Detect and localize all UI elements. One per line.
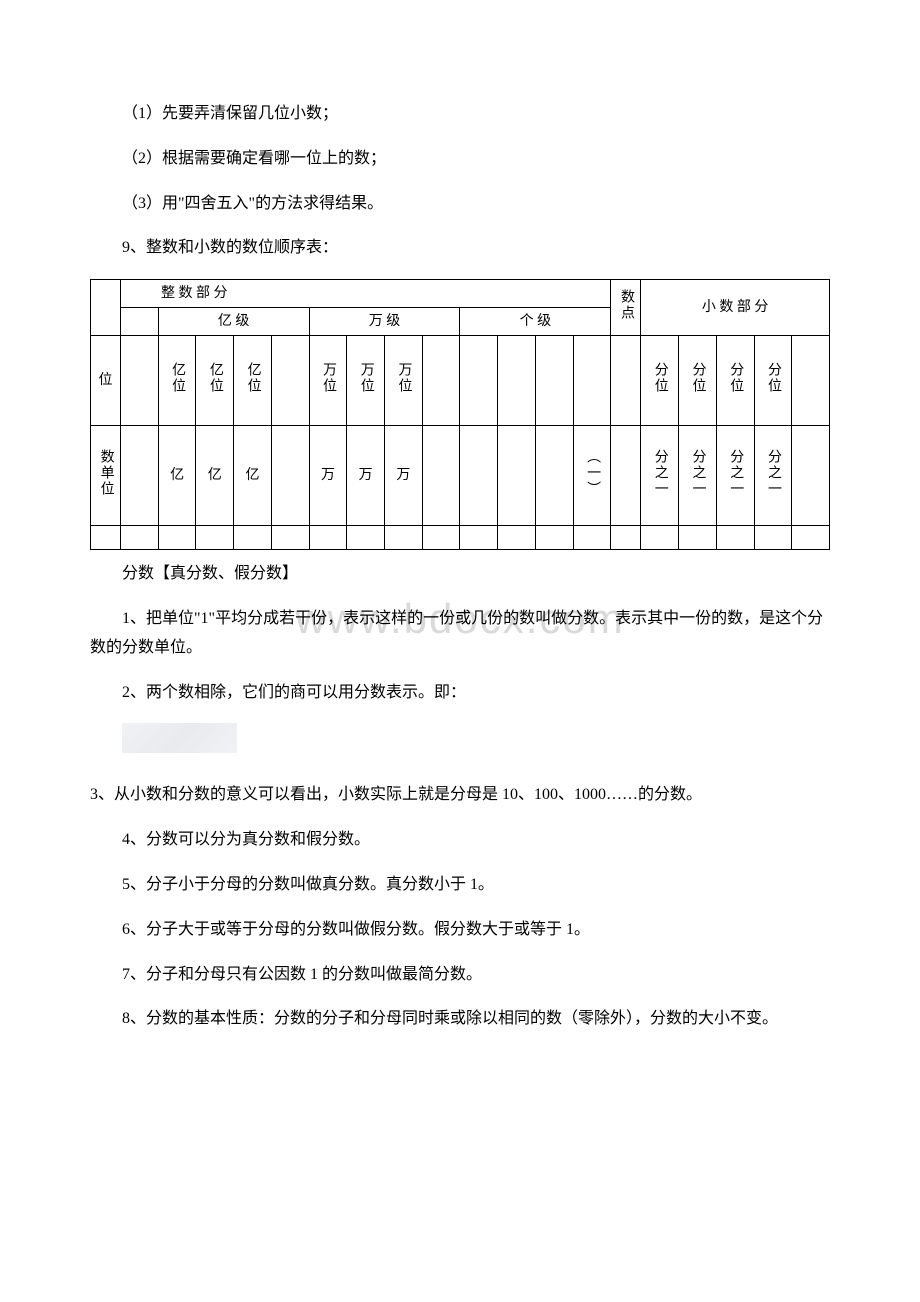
table-row: 数单位 亿 亿 亿 万 万 万 （一） 分之一 分之一 分之一 分之一: [91, 426, 830, 526]
integer-part-header: 整 数 部 分: [121, 280, 611, 308]
yi-unit-cell: 亿: [234, 426, 272, 526]
para-6: 6、分子大于或等于分母的分数叫做假分数。假分数大于或等于 1。: [90, 916, 830, 945]
yi-wei-cell: 亿位: [234, 336, 272, 426]
unit-label: 数单位: [91, 426, 121, 526]
place-value-table: 整 数 部 分 数点 小 数 部 分 亿 级 万 级 个 级 位 亿位 亿位 亿…: [90, 279, 830, 550]
yi-level-header: 亿 级: [158, 308, 309, 336]
para-3: 3、从小数和分数的意义可以看出，小数实际上就是分母是 10、100、1000………: [90, 781, 830, 810]
para-1: 1、把单位"1"平均分成若干份，表示这样的一份或几份的数叫做分数。表示其中一份的…: [90, 605, 830, 663]
table-row: [91, 526, 830, 550]
fen-unit-cell: 分之一: [716, 426, 754, 526]
wan-wei-cell: 万位: [309, 336, 347, 426]
section-title: 分数【真分数、假分数】: [90, 560, 830, 589]
line-2: （2）根据需要确定看哪一位上的数；: [90, 145, 830, 174]
wan-level-header: 万 级: [309, 308, 460, 336]
table-row: 整 数 部 分 数点 小 数 部 分: [91, 280, 830, 308]
one-unit-cell: （一）: [573, 426, 611, 526]
fen-unit-cell: 分之一: [679, 426, 717, 526]
para-7: 7、分子和分母只有公因数 1 的分数叫做最简分数。: [90, 961, 830, 990]
formula-image-placeholder: [122, 723, 237, 753]
para-2: 2、两个数相除，它们的商可以用分数表示。即：: [90, 679, 830, 708]
yi-wei-cell: 亿位: [158, 336, 196, 426]
fen-unit-cell: 分之一: [641, 426, 679, 526]
fen-wei-cell: 分位: [641, 336, 679, 426]
fen-wei-cell: 分位: [716, 336, 754, 426]
wan-wei-cell: 万位: [347, 336, 385, 426]
fen-unit-cell: 分之一: [754, 426, 792, 526]
line-4: 9、整数和小数的数位顺序表：: [90, 234, 830, 263]
fen-wei-cell: 分位: [754, 336, 792, 426]
para-5: 5、分子小于分母的分数叫做真分数。真分数小于 1。: [90, 871, 830, 900]
decimal-point-header: 数点: [611, 280, 641, 336]
wan-unit-cell: 万: [347, 426, 385, 526]
wan-unit-cell: 万: [309, 426, 347, 526]
table-row: 位 亿位 亿位 亿位 万位 万位 万位 分位 分位 分位 分位: [91, 336, 830, 426]
yi-unit-cell: 亿: [196, 426, 234, 526]
line-3: （3）用"四舍五入"的方法求得结果。: [90, 190, 830, 219]
ge-level-header: 个 级: [460, 308, 611, 336]
wei-label: 位: [91, 336, 121, 426]
yi-wei-cell: 亿位: [196, 336, 234, 426]
document-content: （1）先要弄清保留几位小数； （2）根据需要确定看哪一位上的数； （3）用"四舍…: [90, 100, 830, 1034]
decimal-part-header: 小 数 部 分: [641, 280, 830, 336]
yi-unit-cell: 亿: [158, 426, 196, 526]
para-8: 8、分数的基本性质：分数的分子和分母同时乘或除以相同的数（零除外），分数的大小不…: [90, 1005, 830, 1034]
line-1: （1）先要弄清保留几位小数；: [90, 100, 830, 129]
para-4: 4、分数可以分为真分数和假分数。: [90, 826, 830, 855]
fen-wei-cell: 分位: [679, 336, 717, 426]
wan-wei-cell: 万位: [385, 336, 423, 426]
wan-unit-cell: 万: [385, 426, 423, 526]
